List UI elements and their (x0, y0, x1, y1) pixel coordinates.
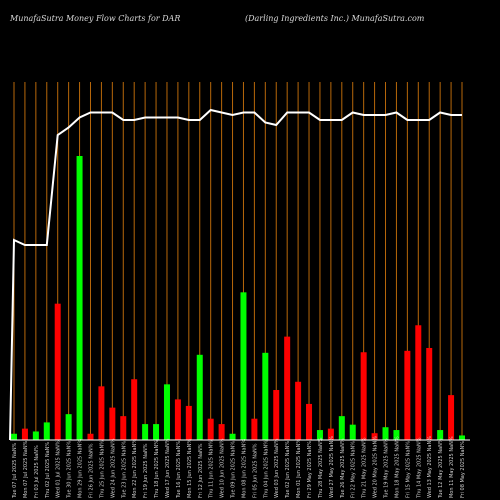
x-tick-label: Thu 02 Jul 2025 NaN% (45, 442, 51, 499)
x-tick-label: Fri 05 Jun 2025 NaN% (252, 443, 258, 498)
x-tick-label: Tue 09 Jun 2025 NaN% (231, 441, 237, 499)
money-flow-bar (459, 435, 465, 440)
money-flow-bar (43, 422, 50, 440)
money-flow-bar (11, 433, 17, 440)
x-tick-label: Mon 08 Jun 2025 NaN% (241, 439, 247, 498)
x-tick-label: Fri 29 May 2025 NaN% (307, 441, 313, 498)
x-tick-label: Fri 22 May 2025 NaN% (351, 441, 357, 498)
x-tick-label: Mon 15 Jun 2025 NaN% (187, 439, 193, 498)
x-tick-label: Fri 08 May 2025 NaN% (460, 441, 466, 498)
money-flow-bar (109, 407, 116, 440)
money-flow-bar (65, 414, 72, 440)
money-flow-bar (218, 424, 225, 440)
money-flow-bar (54, 303, 61, 440)
x-tick-label: Mon 29 Jun 2025 NaN% (78, 439, 84, 498)
money-flow-bar (327, 428, 334, 440)
money-flow-bar (338, 416, 345, 440)
money-flow-bar (382, 427, 389, 440)
money-flow-bar (21, 428, 28, 440)
x-tick-label: Tue 02 Jun 2025 NaN% (285, 441, 291, 499)
money-flow-bar (98, 386, 105, 440)
money-flow-bar (273, 390, 280, 440)
money-flow-bar (437, 430, 444, 440)
price-line (9, 108, 462, 441)
x-tick-label: Mon 01 Jun 2025 NaN% (296, 439, 302, 498)
money-flow-bar (163, 384, 170, 440)
x-tick-label: Wed 27 May 2025 NaN% (329, 436, 335, 498)
x-tick-label: Thu 21 May 2025 NaN% (362, 437, 368, 499)
money-flow-bar (404, 350, 411, 440)
x-tick-label: Fri 19 Jun 2025 NaN% (143, 443, 149, 498)
money-flow-bar (426, 347, 433, 440)
money-flow-bar (153, 424, 160, 440)
money-flow-bar (393, 430, 400, 440)
x-axis-labels: Tue 07 Jul 2025 NaN% Mon 07 Jul 2025 NaN%… (12, 436, 466, 499)
x-tick-label: Fri 26 Jun 2025 NaN% (88, 443, 94, 498)
x-tick-label: Wed 24 Jun 2025 NaN% (110, 438, 116, 498)
money-flow-bar (32, 431, 39, 440)
x-tick-label: Mon 22 Jun 2025 NaN% (132, 439, 138, 498)
money-flow-bar (185, 405, 192, 440)
money-flow-bar (174, 399, 181, 440)
money-flow-bar (120, 416, 127, 440)
money-flow-bar (448, 395, 455, 440)
money-flow-bar (295, 381, 302, 440)
money-flow-bar (251, 418, 258, 440)
money-flow-bar (229, 433, 236, 440)
x-tick-label: Tue 07 Jul 2025 NaN% (12, 442, 18, 499)
money-flow-bar (371, 433, 378, 440)
chart-title: MunafaSutra Money Flow Charts for DAR (10, 14, 181, 23)
money-flow-bars (11, 156, 465, 440)
money-flow-bar (87, 433, 94, 440)
money-flow-bar (207, 418, 214, 440)
money-flow-bar (316, 430, 323, 440)
money-flow-bar (284, 336, 291, 440)
money-flow-bar (306, 403, 313, 440)
x-tick-label: Thu 11 Jun 2025 NaN% (209, 440, 215, 499)
x-tick-label: Wed 10 Jun 2025 NaN% (220, 438, 226, 498)
x-tick-label: Tue 12 May 2025 NaN% (438, 438, 444, 499)
x-tick-label: Wed 13 May 2025 NaN% (427, 436, 433, 498)
chart-subtitle: (Darling Ingredients Inc.) MunafaSutra.c… (245, 14, 425, 23)
money-flow-bar (76, 156, 83, 440)
x-tick-label: Thu 25 Jun 2025 NaN% (99, 440, 105, 499)
x-tick-label: Fri 15 May 2025 NaN% (405, 441, 411, 498)
x-tick-label: Mon 07 Jul 2025 NaN% (23, 440, 29, 498)
x-tick-label: Tue 30 Jun 2025 NaN% (67, 441, 73, 499)
x-tick-label: Fri 03 Jul 2025 NaN% (34, 445, 40, 498)
money-flow-bar (262, 352, 269, 440)
money-flow-bar (196, 354, 203, 440)
x-tick-label: Wed 20 May 2025 NaN% (373, 436, 379, 498)
x-tick-label: Tue 19 May 2025 NaN% (384, 438, 390, 499)
x-tick-label: Tue 16 Jun 2025 NaN% (176, 441, 182, 499)
x-tick-label: Thu 04 Jun 2025 NaN% (263, 440, 269, 499)
x-tick-label: Mon 11 May 2025 NaN% (449, 436, 455, 498)
x-tick-label: Thu 28 May 2025 NaN% (318, 437, 324, 499)
x-tick-label: Tue 26 May 2025 NaN% (340, 438, 346, 499)
x-tick-label: Fri 12 Jun 2025 NaN% (198, 443, 204, 498)
money-flow-bar (131, 379, 138, 440)
money-flow-bar (349, 424, 356, 440)
money-flow-bar (240, 292, 247, 440)
x-tick-label: Tue 23 Jun 2025 NaN% (121, 441, 127, 499)
x-tick-label: Wed 17 Jun 2025 NaN% (165, 438, 171, 498)
x-tick-label: Wed 01 Jul 2025 NaN% (56, 440, 62, 498)
x-tick-label: Thu 14 May 2025 NaN% (416, 437, 422, 499)
money-flow-bar (142, 424, 149, 440)
x-tick-label: Wed 03 Jun 2025 NaN% (274, 438, 280, 498)
money-flow-bar (360, 352, 367, 440)
x-tick-label: Mon 18 May 2025 NaN% (394, 436, 400, 498)
money-flow-bar (415, 325, 422, 440)
x-tick-label: Thu 18 Jun 2025 NaN% (154, 440, 160, 499)
